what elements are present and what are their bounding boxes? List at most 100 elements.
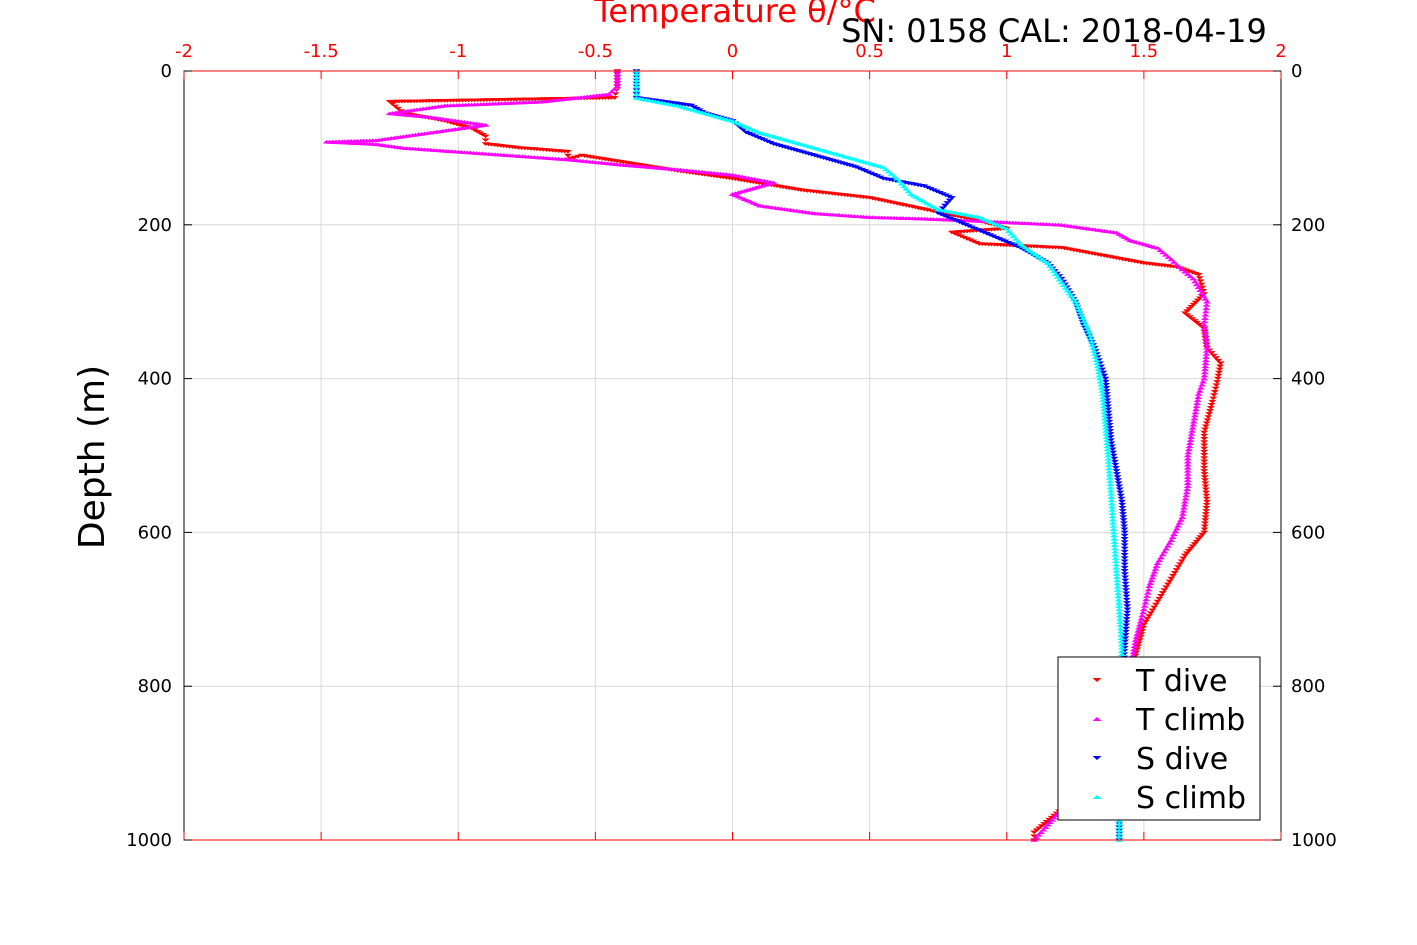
data-point <box>1109 530 1118 535</box>
trail-marker <box>1165 579 1174 584</box>
trail-marker <box>1101 426 1110 430</box>
trail-marker <box>1137 616 1146 621</box>
trail-marker <box>1155 596 1164 601</box>
trail-marker <box>1169 573 1178 578</box>
trail-marker <box>1110 540 1119 544</box>
trail-marker <box>1097 382 1106 387</box>
trail-marker <box>1122 588 1131 592</box>
trail-marker <box>1183 309 1192 313</box>
trail-marker <box>1119 518 1128 522</box>
trail-marker <box>1121 585 1130 589</box>
trail-marker <box>1030 834 1039 838</box>
trail-marker <box>1200 472 1209 476</box>
trail-marker <box>1157 594 1166 598</box>
trail-marker <box>1110 459 1119 464</box>
trail-marker <box>1121 629 1130 634</box>
trail-marker <box>1009 234 1018 239</box>
trail-marker <box>1162 585 1171 589</box>
trail-marker <box>1136 619 1145 624</box>
trail-marker <box>1143 594 1152 598</box>
y-tick-label-left: 600 <box>138 522 172 543</box>
trail-marker <box>1100 373 1109 378</box>
trail-marker <box>1190 413 1199 418</box>
trail-marker <box>1104 463 1113 467</box>
trail-marker <box>607 89 616 94</box>
trail-marker <box>1117 652 1126 656</box>
trail-marker <box>943 201 952 205</box>
data-point <box>1101 376 1110 381</box>
trail-marker <box>1111 466 1120 470</box>
trail-marker <box>1121 575 1130 580</box>
trail-marker <box>1118 509 1127 513</box>
trail-marker <box>1202 349 1211 353</box>
trail-marker <box>1108 447 1117 452</box>
trail-marker <box>1103 450 1112 455</box>
trail-marker <box>1110 456 1119 461</box>
trail-marker <box>1215 370 1224 375</box>
legend-label: S dive <box>1136 742 1228 777</box>
trail-marker <box>1103 398 1112 402</box>
trail-marker <box>1120 559 1129 564</box>
trail-marker <box>1205 412 1214 416</box>
trail-marker <box>1122 626 1131 631</box>
trail-marker <box>1193 401 1202 406</box>
data-point <box>1117 499 1126 504</box>
data-point <box>1098 392 1107 396</box>
trail-marker <box>1109 453 1118 458</box>
trail-marker <box>1174 565 1183 569</box>
legend-marker <box>1092 794 1102 800</box>
trail-marker <box>1104 460 1113 464</box>
trail-marker <box>1114 591 1123 596</box>
trail-marker <box>1114 604 1123 608</box>
trail-marker <box>1201 367 1210 372</box>
trail-marker <box>1198 532 1207 537</box>
trail-marker <box>1098 389 1107 393</box>
trail-marker <box>1053 275 1062 279</box>
trail-marker <box>884 169 893 174</box>
data-point <box>1131 638 1140 642</box>
x-tick-label: -0.5 <box>578 41 613 62</box>
trail-marker <box>1122 623 1131 628</box>
trail-marker <box>1095 373 1104 378</box>
trail-marker <box>1177 559 1186 564</box>
data-point <box>1167 257 1176 262</box>
trail-marker <box>1080 319 1089 324</box>
trail-marker <box>1110 546 1119 551</box>
trail-marker <box>1109 520 1118 525</box>
data-point <box>1200 322 1209 327</box>
trail-marker <box>1200 465 1209 470</box>
trail-marker <box>1114 601 1123 605</box>
trail-marker <box>1164 255 1173 259</box>
trail-marker <box>1117 636 1126 640</box>
trail-marker <box>1121 639 1130 644</box>
trail-marker <box>1134 641 1143 645</box>
trail-marker <box>1130 644 1139 649</box>
trail-marker <box>1109 527 1118 531</box>
data-point <box>1194 272 1203 277</box>
trail-marker <box>1102 382 1111 387</box>
trail-marker <box>1114 478 1123 482</box>
trail-marker <box>1099 401 1108 406</box>
trail-marker <box>1072 302 1081 307</box>
legend-marker <box>1092 677 1102 683</box>
trail-marker <box>1097 364 1106 369</box>
trail-marker <box>1202 505 1211 510</box>
trail-marker <box>1172 568 1181 572</box>
trail-marker <box>1067 294 1076 299</box>
legend-label: T dive <box>1135 664 1227 699</box>
data-point <box>1213 376 1222 381</box>
trail-marker <box>613 75 622 79</box>
trail-marker <box>1111 462 1120 467</box>
data-point <box>1043 261 1052 266</box>
x-tick-label: 0 <box>727 41 738 62</box>
trail-marker <box>1115 610 1124 615</box>
trail-marker <box>1103 444 1112 449</box>
trail-marker <box>1089 346 1098 350</box>
trail-marker <box>1183 459 1192 464</box>
data-point <box>1216 361 1225 366</box>
trail-marker <box>1178 267 1187 272</box>
trail-marker <box>1122 597 1131 602</box>
trail-marker <box>1088 342 1097 347</box>
data-point <box>1200 430 1209 435</box>
trail-marker <box>1106 435 1115 439</box>
